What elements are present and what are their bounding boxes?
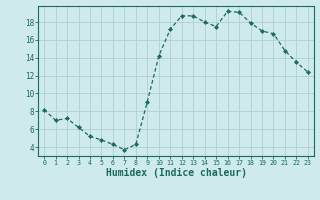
X-axis label: Humidex (Indice chaleur): Humidex (Indice chaleur)	[106, 168, 246, 178]
